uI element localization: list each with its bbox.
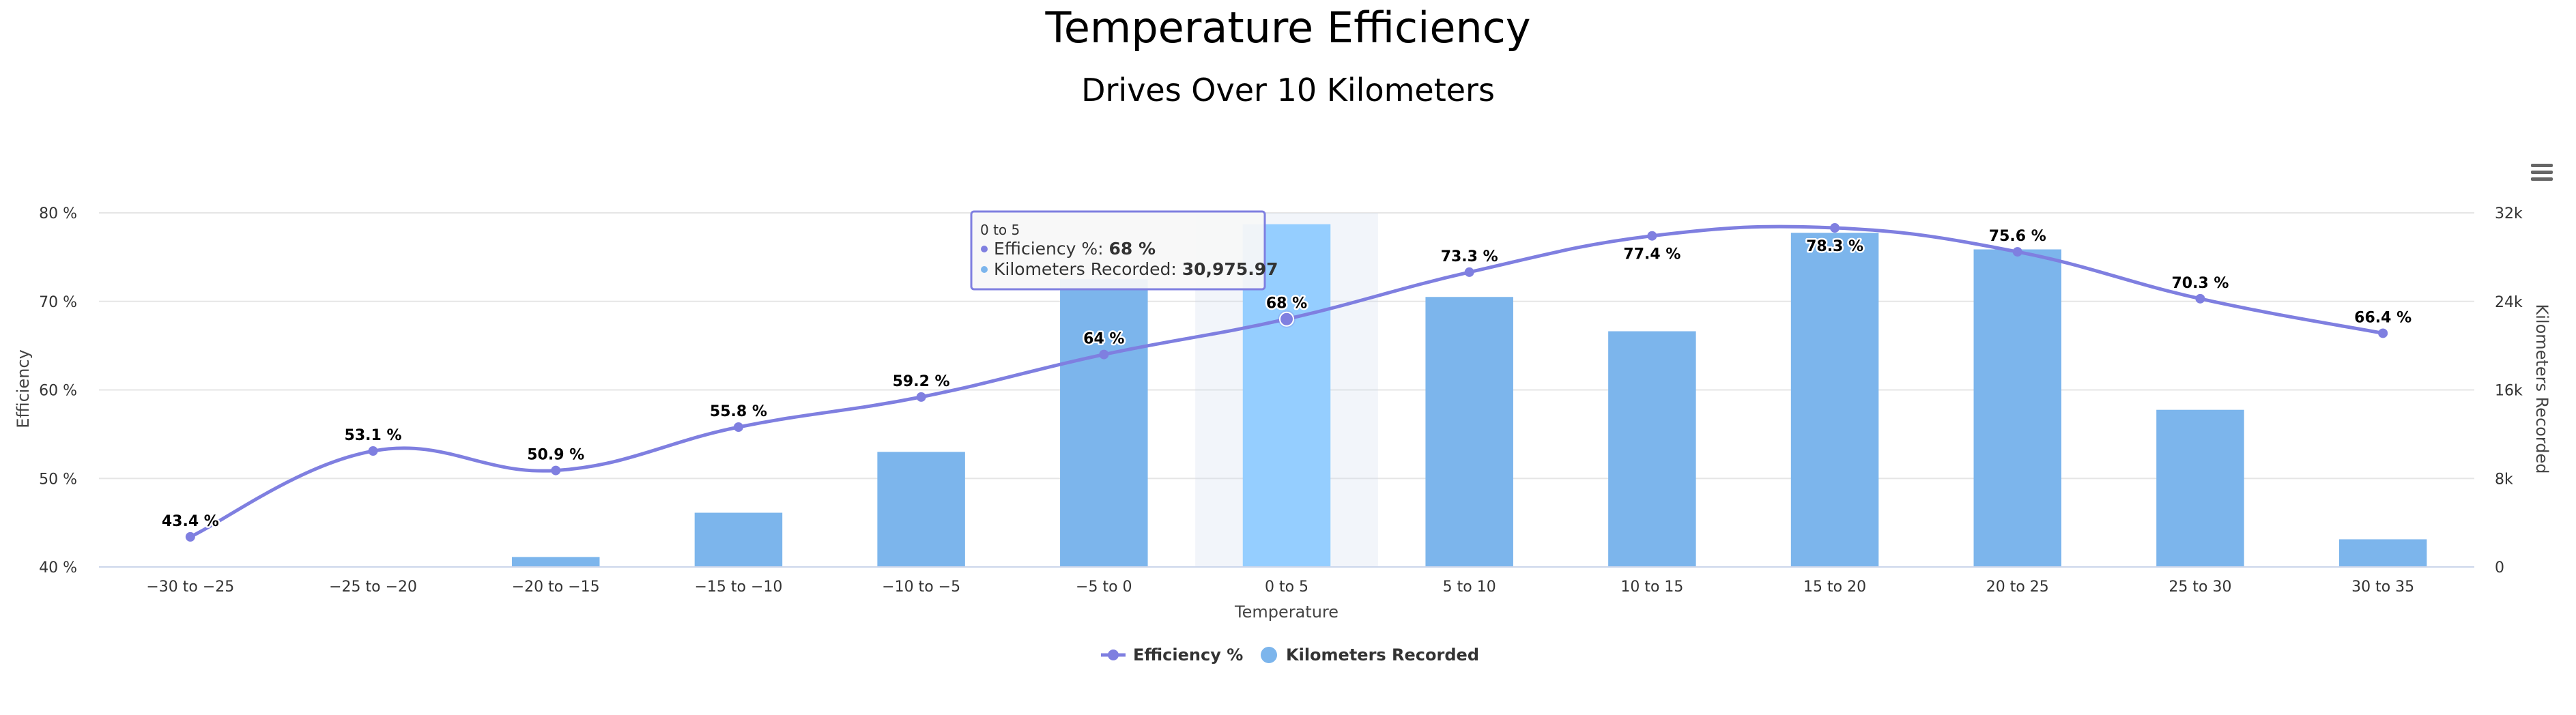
tooltip-label-kilometers: Kilometers Recorded:: [994, 259, 1182, 279]
x-tick-label: 0 to 5: [1265, 579, 1308, 596]
data-label-efficiency: 77.4 %: [1623, 246, 1680, 263]
y-tick-label: 40 %: [39, 559, 77, 577]
tooltip-row-kilometers: Kilometers Recorded: 30,975.97: [994, 259, 1278, 279]
data-label-efficiency: 53.1 %: [345, 427, 402, 444]
bar-kilometers[interactable]: [1060, 279, 1148, 567]
y2-tick-label: 32k: [2495, 205, 2523, 222]
y-axis-title: Efficiency: [14, 349, 33, 428]
y-tick-label: 50 %: [39, 471, 77, 488]
legend-item-kilometers[interactable]: Kilometers Recorded: [1261, 645, 1479, 665]
hamburger-icon: [2531, 164, 2553, 181]
y2-tick-label: 24k: [2495, 294, 2523, 311]
tooltip-bullet-efficiency: [981, 246, 988, 252]
data-label-efficiency: 68 %: [1266, 295, 1307, 312]
y-tick-label: 70 %: [39, 294, 77, 311]
bar-kilometers[interactable]: [2156, 409, 2244, 567]
y2-tick-label: 0: [2495, 559, 2504, 577]
y-axis-ticks: 40 % 50 % 60 % 70 % 80 %: [39, 205, 77, 577]
tooltip-bullet-kilometers: [981, 266, 988, 273]
data-label-efficiency: 50.9 %: [527, 447, 584, 464]
y2-tick-label: 16k: [2495, 383, 2523, 400]
legend-column-symbol: [1261, 647, 1277, 663]
y-tick-label: 80 %: [39, 205, 77, 222]
chart-title: Temperature Efficiency: [1044, 3, 1530, 53]
tooltip: 0 to 5 Efficiency %: 68 % Kilometers Rec…: [970, 210, 1278, 291]
marker-efficiency[interactable]: [2378, 328, 2388, 338]
x-tick-label: −30 to −25: [146, 579, 234, 596]
marker-efficiency[interactable]: [368, 446, 378, 456]
tooltip-label-efficiency: Efficiency %:: [994, 239, 1109, 259]
legend: Efficiency % Kilometers Recorded: [1101, 645, 1479, 665]
data-labels: 43.4 % 53.1 % 50.9 % 55.8 % 59.2 % 64 % 68 % 73…: [160, 227, 2413, 532]
legend-label-kilometers: Kilometers Recorded: [1286, 645, 1479, 665]
marker-efficiency[interactable]: [2012, 247, 2022, 257]
bar-kilometers[interactable]: [694, 512, 783, 567]
bar-kilometers[interactable]: [1790, 233, 1879, 567]
data-label-efficiency: 64 %: [1083, 331, 1124, 348]
x-tick-label: 10 to 15: [1620, 579, 1683, 596]
y-tick-label: 60 %: [39, 383, 77, 400]
data-label-efficiency: 66.4 %: [2354, 309, 2412, 326]
tooltip-row-efficiency: Efficiency %: 68 %: [994, 239, 1156, 259]
x-axis-ticks: −30 to −25 −25 to −20 −20 to −15 −15 to −10…: [146, 579, 2414, 596]
bar-kilometers[interactable]: [2338, 539, 2427, 567]
marker-efficiency[interactable]: [1830, 223, 1840, 233]
data-label-efficiency: 78.3 %: [1806, 238, 1863, 255]
tooltip-value-efficiency: 68 %: [1109, 239, 1156, 259]
x-tick-label: −10 to −5: [882, 579, 960, 596]
tooltip-box: [970, 210, 1266, 291]
marker-efficiency[interactable]: [551, 465, 561, 476]
data-label-efficiency: 70.3 %: [2171, 275, 2229, 292]
x-tick-label: 30 to 35: [2351, 579, 2414, 596]
x-tick-label: 20 to 25: [1986, 579, 2049, 596]
y2-axis-title: Kilometers Recorded: [2532, 304, 2551, 474]
data-label-efficiency: 59.2 %: [893, 373, 950, 390]
data-label-efficiency: 55.8 %: [710, 403, 767, 420]
legend-marker-symbol: [1108, 650, 1119, 660]
column-series[interactable]: [511, 224, 2427, 567]
marker-efficiency[interactable]: [185, 531, 195, 542]
hamburger-bar-top: [2531, 164, 2553, 167]
data-label-efficiency: 75.6 %: [1989, 228, 2046, 245]
bar-kilometers[interactable]: [1425, 297, 1513, 567]
data-label-efficiency: 43.4 %: [162, 513, 219, 530]
legend-label-efficiency: Efficiency %: [1133, 645, 1243, 665]
context-menu-button[interactable]: [2525, 158, 2557, 187]
marker-efficiency[interactable]: [916, 392, 926, 402]
legend-item-efficiency[interactable]: Efficiency %: [1101, 645, 1243, 665]
marker-efficiency[interactable]: [1647, 231, 1657, 241]
marker-efficiency[interactable]: [1099, 349, 1109, 360]
bar-kilometers[interactable]: [1608, 331, 1696, 567]
chart-subtitle: Drives Over 10 Kilometers: [1081, 72, 1495, 108]
x-tick-label: −5 to 0: [1076, 579, 1132, 596]
x-tick-label: −20 to −15: [512, 579, 600, 596]
x-tick-label: 15 to 20: [1803, 579, 1866, 596]
y2-tick-label: 8k: [2495, 471, 2513, 488]
marker-efficiency[interactable]: [2195, 293, 2205, 304]
marker-efficiency[interactable]: [1464, 267, 1474, 277]
x-tick-label: −15 to −10: [694, 579, 782, 596]
data-label-efficiency: 73.3 %: [1441, 248, 1498, 265]
bar-kilometers[interactable]: [1973, 249, 2062, 567]
tooltip-header: 0 to 5: [980, 222, 1020, 238]
x-tick-label: 25 to 30: [2169, 579, 2231, 596]
x-axis-title: Temperature: [1234, 602, 1339, 622]
marker-efficiency[interactable]: [733, 422, 743, 432]
hamburger-bar-bottom: [2531, 177, 2553, 181]
x-tick-label: 5 to 10: [1443, 579, 1496, 596]
bar-kilometers[interactable]: [877, 452, 965, 567]
hamburger-bar-middle: [2531, 171, 2553, 174]
tooltip-value-kilometers: 30,975.97: [1182, 259, 1278, 279]
bar-kilometers[interactable]: [511, 557, 600, 567]
line-markers[interactable]: [185, 223, 2388, 542]
x-tick-label: −25 to −20: [329, 579, 417, 596]
marker-efficiency-hovered[interactable]: [1279, 311, 1294, 327]
y2-axis-ticks: 0 8k 16k 24k 32k: [2495, 205, 2523, 577]
